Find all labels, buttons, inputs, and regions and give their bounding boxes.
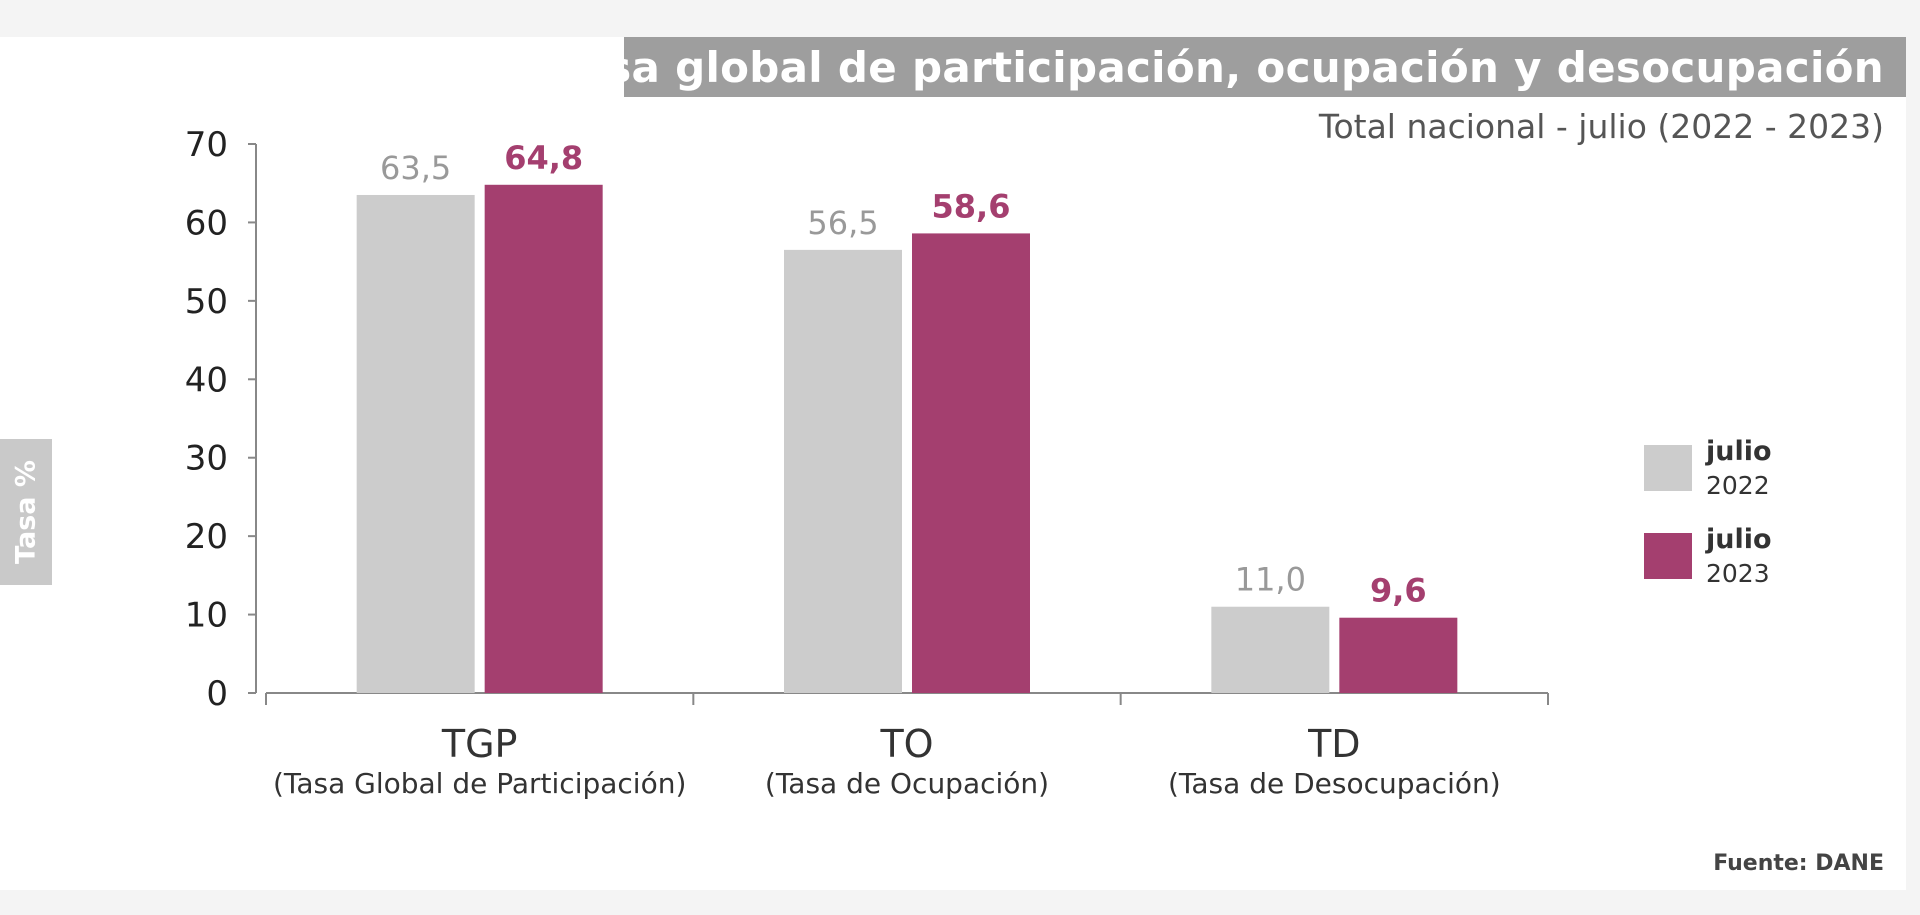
y-tick-label: 50 [185, 282, 228, 322]
bar [484, 184, 603, 694]
legend-label-line1: julio [1706, 524, 1772, 555]
source-note: Fuente: DANE [1713, 851, 1884, 876]
y-tick-label: 10 [185, 596, 228, 636]
legend-swatch-2022 [1644, 445, 1692, 491]
data-label: 64,8 [504, 139, 583, 177]
bar [1211, 606, 1330, 693]
data-label: 63,5 [380, 149, 451, 187]
y-axis-label-box [0, 439, 52, 585]
x-category-code: TGP [441, 722, 518, 766]
y-tick-label: 70 [185, 125, 228, 165]
legend-label-line2: 2022 [1706, 471, 1770, 500]
legend-label-line2: 2023 [1706, 559, 1770, 588]
chart-subtitle: Total nacional - julio (2022 - 2023) [1318, 107, 1884, 146]
x-category-name: (Tasa de Ocupación) [765, 767, 1049, 800]
y-tick-label: 30 [185, 439, 228, 479]
y-tick-label: 0 [206, 674, 228, 714]
chart-card: Tasa global de participación, ocupación … [0, 37, 1906, 890]
title-bar: Tasa global de participación, ocupación … [554, 37, 1906, 97]
x-category-name: (Tasa Global de Participación) [273, 767, 686, 800]
data-label: 9,6 [1370, 572, 1427, 610]
y-tick-label: 60 [185, 203, 228, 243]
bar [356, 194, 475, 693]
chart-title: Tasa global de participación, ocupación … [554, 43, 1884, 92]
bar [1339, 617, 1458, 693]
data-label: 11,0 [1235, 561, 1306, 599]
bar-chart: 0 10 20 30 40 50 60 70 63,5 64,8 TGP(Tasa Global d… [185, 125, 1549, 800]
x-category-name: (Tasa de Desocupación) [1168, 767, 1501, 800]
y-tick-label: 20 [185, 517, 228, 557]
data-label: 56,5 [807, 204, 878, 242]
legend-label-line1: julio [1706, 436, 1772, 467]
x-category-code: TD [1307, 722, 1360, 766]
bar [912, 233, 1030, 693]
legend-swatch-2023 [1644, 533, 1692, 579]
bar [784, 249, 902, 693]
y-tick-label: 40 [185, 360, 228, 400]
data-label: 58,6 [932, 187, 1011, 225]
x-category-code: TO [879, 722, 933, 766]
